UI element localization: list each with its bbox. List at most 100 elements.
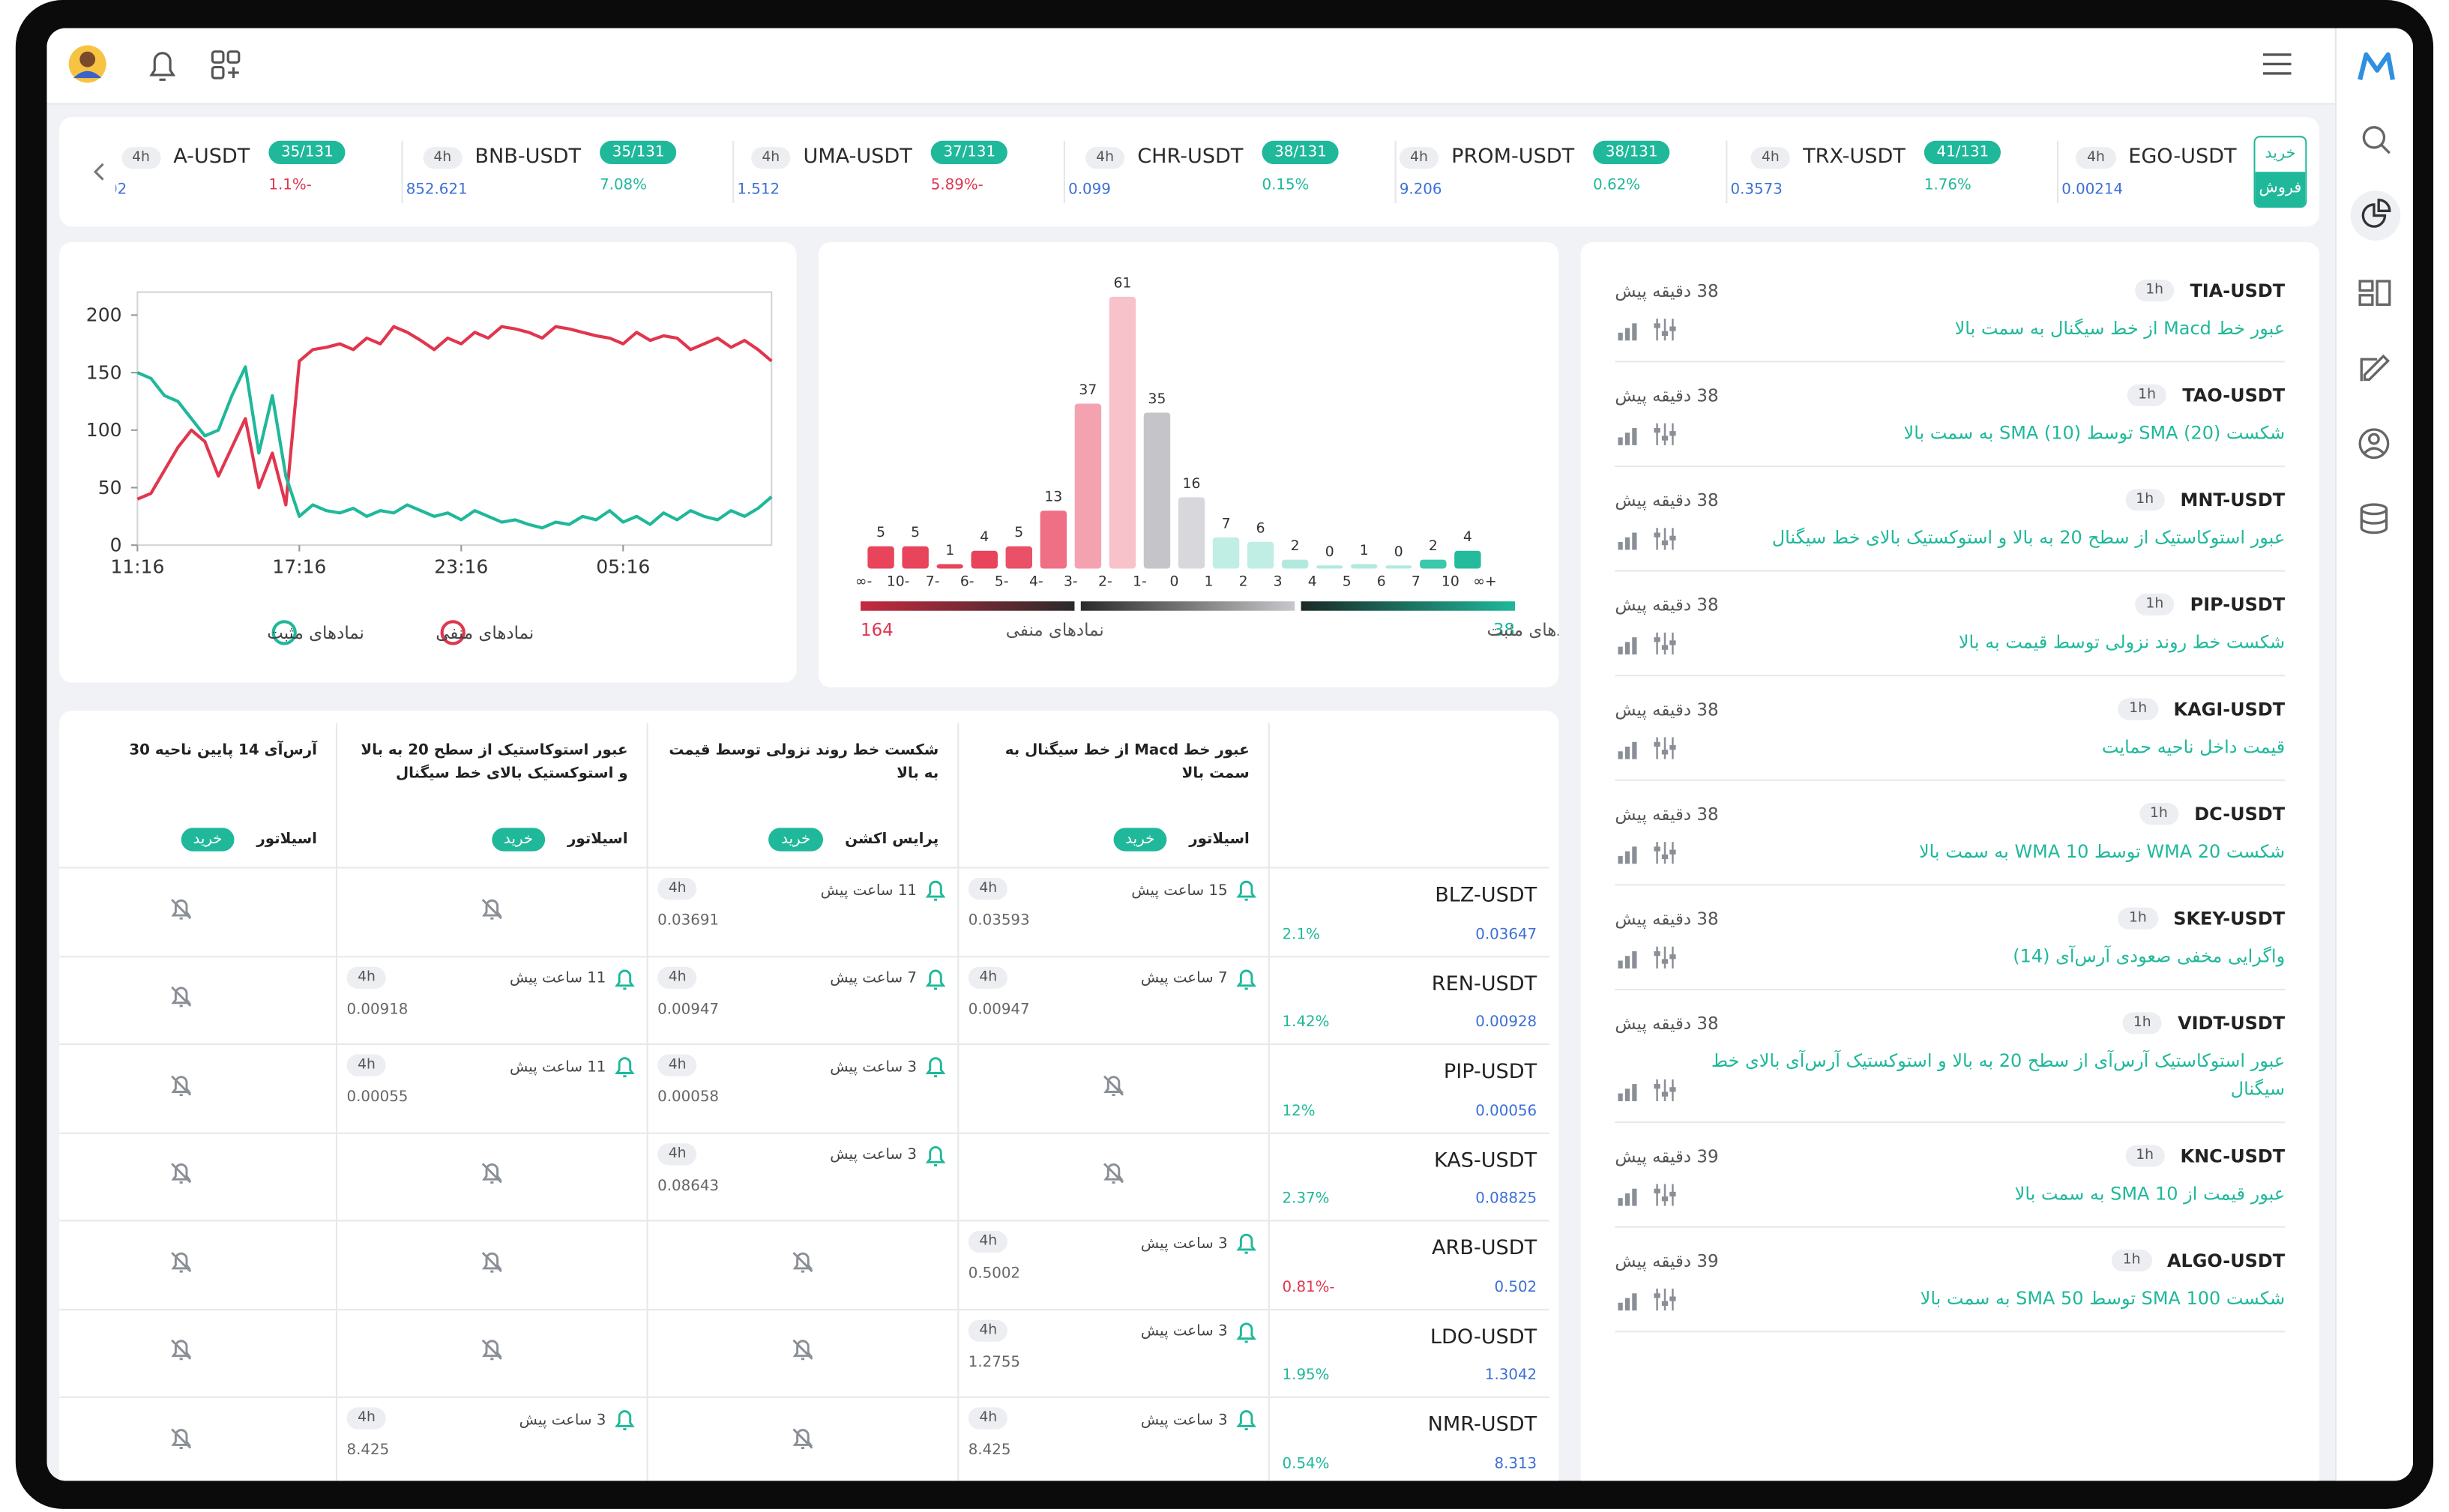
ticker-item[interactable]: BNB-USDT 4h 852.621 35/131 1.1%-: [256, 117, 588, 226]
y-tick-label: 100: [86, 419, 122, 441]
icon-bar: [1624, 328, 1630, 341]
bell-body: [1236, 1233, 1256, 1254]
ticker-symbol-group: EGO-USDT 4h 0.00214: [2058, 145, 2243, 199]
add-widget-icon[interactable]: [211, 50, 241, 79]
bar: [1143, 412, 1171, 569]
value-label: 0: [1325, 544, 1334, 560]
bar: [1420, 559, 1447, 569]
ticker-item[interactable]: CHR-USDT 4h 0.099 37/131 5.89%-: [918, 117, 1250, 226]
scroll-left[interactable]: [85, 117, 116, 226]
cell-time: 11 ساعت پیش: [510, 1058, 606, 1076]
ticker-item[interactable]: UMA-USDT 4h 1.512 35/131 7.08%: [587, 117, 918, 226]
ticker-price: 1.512: [737, 181, 780, 199]
signal-item[interactable]: VIDT-USDT 1h 38 دقیقه پیش عبور استوکاستیک آ…: [1615, 990, 2286, 1124]
logo[interactable]: [2358, 52, 2395, 81]
signal-body: عبور خط Macd از خط سیگنال به سمت بالا: [1615, 314, 2285, 343]
ticker-item[interactable]: TRX-USDT 4h 0.3573 38/131 0.62%: [1581, 117, 1912, 226]
signal-text: شکست SMA (20) توسط SMA (10) به سمت بالا: [1903, 421, 2286, 444]
bell-slash: [171, 987, 192, 1008]
ticker-top: PROM-USDT 4h: [1397, 145, 1575, 169]
bell-body: [1236, 880, 1256, 901]
signal-symbol-group: DC-USDT 1h: [2139, 803, 2285, 825]
icon-bar: [1624, 1193, 1630, 1206]
timeframe-badge: 1h: [2118, 907, 2158, 930]
ratio-badge: 38/131: [1593, 140, 1671, 164]
signal-time: 38 دقیقه پیش: [1615, 385, 1719, 406]
x-tick-label: 11:16: [110, 556, 164, 578]
sell-button[interactable]: فروش: [2255, 172, 2306, 207]
column-footer: اسیلاتور خرید: [59, 828, 317, 852]
range-strip: [861, 601, 1075, 611]
bars-icon: [1618, 951, 1637, 969]
cell-time-group: 15 ساعت پیش: [1131, 878, 1259, 903]
icon-knob: [1669, 431, 1676, 436]
timeframe-badge: 4h: [968, 1230, 1008, 1253]
ticker-symbol: PROM-USDT: [1451, 145, 1575, 169]
bell-body: [481, 899, 502, 920]
edit-icon[interactable]: [2360, 354, 2391, 382]
signal-cell: [59, 1398, 336, 1481]
column-category: اسیلاتور: [1189, 831, 1250, 849]
bell-body: [925, 969, 946, 990]
bar: [1385, 565, 1412, 569]
signal-item[interactable]: SKEY-USDT 1h 38 دقیقه پیش واگرایی مخفی صعود…: [1615, 885, 2286, 991]
icon-bar: [1632, 1084, 1637, 1102]
bell-icon: [1236, 1233, 1256, 1254]
ticker-item[interactable]: A-USDT 4h 0.1202: [115, 117, 256, 226]
ticker-item[interactable]: PROM-USDT 4h 9.206 38/131 0.15%: [1250, 117, 1581, 226]
row-symbol: REN-USDT: [1431, 972, 1537, 996]
cell-time: 3 ساعت پیش: [519, 1411, 606, 1429]
signal-item[interactable]: TAO-USDT 1h 38 دقیقه پیش شکست SMA (20) توسط…: [1615, 362, 2286, 468]
pie-icon[interactable]: [2361, 199, 2391, 228]
signal-cell: 3 ساعت پیش 4h 0.5002: [957, 1221, 1268, 1310]
bin-label: 4: [1308, 573, 1317, 589]
signal-text: واگرایی مخفی صعودی آرس‌آی (14): [2013, 945, 2286, 967]
database-icon[interactable]: [2360, 503, 2388, 534]
cell-price: 0.03593: [968, 912, 1030, 930]
notifications-icon[interactable]: [149, 52, 176, 81]
signal-item[interactable]: ALGO-USDT 1h 39 دقیقه پیش شکست SMA 100 توسط…: [1615, 1228, 2286, 1333]
signal-item[interactable]: KAGI-USDT 1h 38 دقیقه پیش قیمت داخل ناحیه ح…: [1615, 676, 2286, 781]
signal-body: واگرایی مخفی صعودی آرس‌آی (14): [1615, 942, 2285, 970]
signal-item[interactable]: MNT-USDT 1h 38 دقیقه پیش عبور استوکاستیک از…: [1615, 467, 2286, 572]
value-label: 2: [1291, 538, 1300, 554]
bars-icon: [1618, 532, 1637, 550]
bar: [1212, 537, 1240, 569]
signal-text: عبور قیمت از SMA 10 به سمت بالا: [2014, 1182, 2286, 1205]
bell-body: [615, 1057, 635, 1078]
signal-symbol: MNT-USDT: [2180, 489, 2286, 511]
ticker-item[interactable]: EGO-USDT 4h 0.00214 41/131 1.76%: [1912, 117, 2243, 226]
avatar[interactable]: [68, 45, 106, 83]
ticker-stats: 37/131 5.89%-: [930, 140, 1065, 203]
timeframe-badge: 4h: [346, 966, 387, 988]
layout-icon[interactable]: [2358, 280, 2391, 306]
signal-item[interactable]: TIA-USDT 1h 38 دقیقه پیش عبور خط Macd از خط…: [1615, 258, 2286, 363]
value-label: 0: [1394, 544, 1403, 560]
ticker-top: A-USDT 4h: [115, 145, 250, 169]
signal-item[interactable]: DC-USDT 1h 38 دقیقه پیش شکست WMA 20 توسط WM…: [1615, 781, 2286, 886]
symbol-cell: LDO-USDT 1.3042 1.95%: [1268, 1310, 1549, 1398]
row-price: 0.03647: [1475, 925, 1537, 943]
buy-button[interactable]: خرید: [2255, 137, 2306, 172]
icon-knob: [1669, 535, 1676, 540]
signal-tools: [1615, 1182, 1677, 1207]
signal-item[interactable]: KNC-USDT 1h 39 دقیقه پیش عبور قیمت از SMA 1…: [1615, 1123, 2286, 1228]
row-change: 2.1%: [1282, 925, 1320, 943]
profile-icon[interactable]: [2358, 428, 2390, 460]
legend-label: نمادهای مثبت: [267, 624, 364, 643]
bell-body: [171, 1252, 192, 1273]
ticker-stats: 35/131 1.1%-: [268, 140, 403, 203]
no-signal: [480, 897, 504, 928]
bars-icon: [1618, 1188, 1637, 1206]
bell-icon: [615, 969, 635, 990]
ticker-symbol: UMA-USDT: [803, 145, 912, 169]
signal-item[interactable]: PIP-USDT 1h 38 دقیقه پیش شکست خط روند نزولی…: [1615, 572, 2286, 677]
bell-slash: [1103, 1163, 1124, 1184]
search-icon[interactable]: [2362, 126, 2391, 154]
cell-time: 3 ساعت پیش: [830, 1058, 918, 1076]
timeframe-badge: 1h: [2118, 698, 2158, 720]
menu-icon[interactable]: [2262, 53, 2292, 75]
no-signal: [790, 1426, 815, 1457]
signal-tools: [1615, 631, 1677, 656]
x-tick-label: 17:16: [272, 556, 326, 578]
